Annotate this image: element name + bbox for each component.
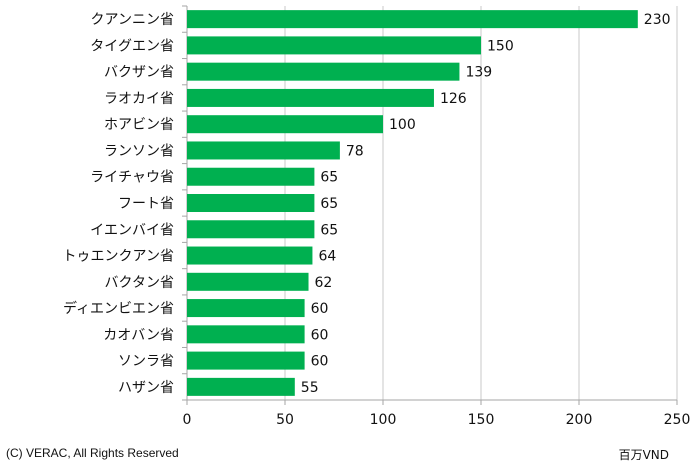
data-label: 65	[320, 170, 338, 186]
x-tick-label: 0	[183, 412, 192, 428]
category-label: ハザン省	[118, 380, 174, 396]
category-label: タイグエン省	[90, 38, 174, 54]
data-label: 60	[311, 301, 329, 317]
data-label: 100	[389, 117, 416, 133]
data-label: 55	[301, 380, 319, 396]
category-label: バクタン省	[105, 275, 174, 291]
bar	[187, 377, 295, 396]
copyright-text: (C) VERAC, All Rights Reserved	[6, 446, 179, 460]
bar	[187, 167, 315, 186]
bar	[187, 36, 481, 55]
bar	[187, 220, 315, 239]
bar	[187, 10, 638, 29]
bar	[187, 351, 305, 370]
data-label: 65	[320, 222, 338, 238]
bar	[187, 194, 315, 212]
category-label: カオバン省	[103, 327, 174, 343]
bar	[187, 62, 460, 81]
category-label: ソンラ省	[118, 354, 174, 370]
category-label: ホアビン省	[104, 117, 174, 133]
bar	[187, 141, 340, 160]
category-label: トゥエンクアン省	[63, 249, 174, 265]
x-tick-label: 50	[276, 412, 294, 428]
x-tick-label: 150	[468, 412, 495, 428]
x-tick-label: 200	[566, 412, 593, 428]
data-label: 60	[311, 327, 329, 343]
category-label: バクザン省	[104, 65, 174, 81]
bar	[187, 246, 313, 265]
x-tick-label: 250	[664, 412, 691, 428]
bar	[187, 88, 434, 107]
unit-label: 百万VND	[618, 448, 669, 462]
data-label: 78	[346, 143, 364, 159]
x-tick-label: 100	[370, 412, 397, 428]
category-label: ディエンビエン省	[63, 300, 174, 317]
bar	[187, 325, 305, 344]
category-label: フート省	[118, 196, 174, 212]
data-label: 126	[440, 91, 467, 107]
bar-chart: クアンニン省 230 タイグエン省 150 バクザン省 139 ラオカイ省 126 ホアビン省 1…	[63, 5, 691, 428]
data-label: 230	[644, 12, 671, 28]
bar	[187, 299, 305, 318]
category-label: クアンニン省	[91, 12, 174, 28]
category-label: ランソン省	[104, 143, 174, 159]
data-label: 62	[315, 275, 333, 291]
data-label: 139	[465, 65, 492, 81]
bar	[187, 115, 383, 134]
data-label: 150	[487, 38, 514, 54]
bar	[187, 272, 309, 291]
category-label: ラオカイ省	[104, 91, 174, 107]
category-label: イエンバイ省	[90, 222, 174, 238]
category-label: ライチャウ省	[90, 170, 174, 186]
data-label: 65	[320, 196, 338, 212]
data-label: 64	[318, 249, 336, 265]
data-label: 60	[311, 354, 329, 370]
